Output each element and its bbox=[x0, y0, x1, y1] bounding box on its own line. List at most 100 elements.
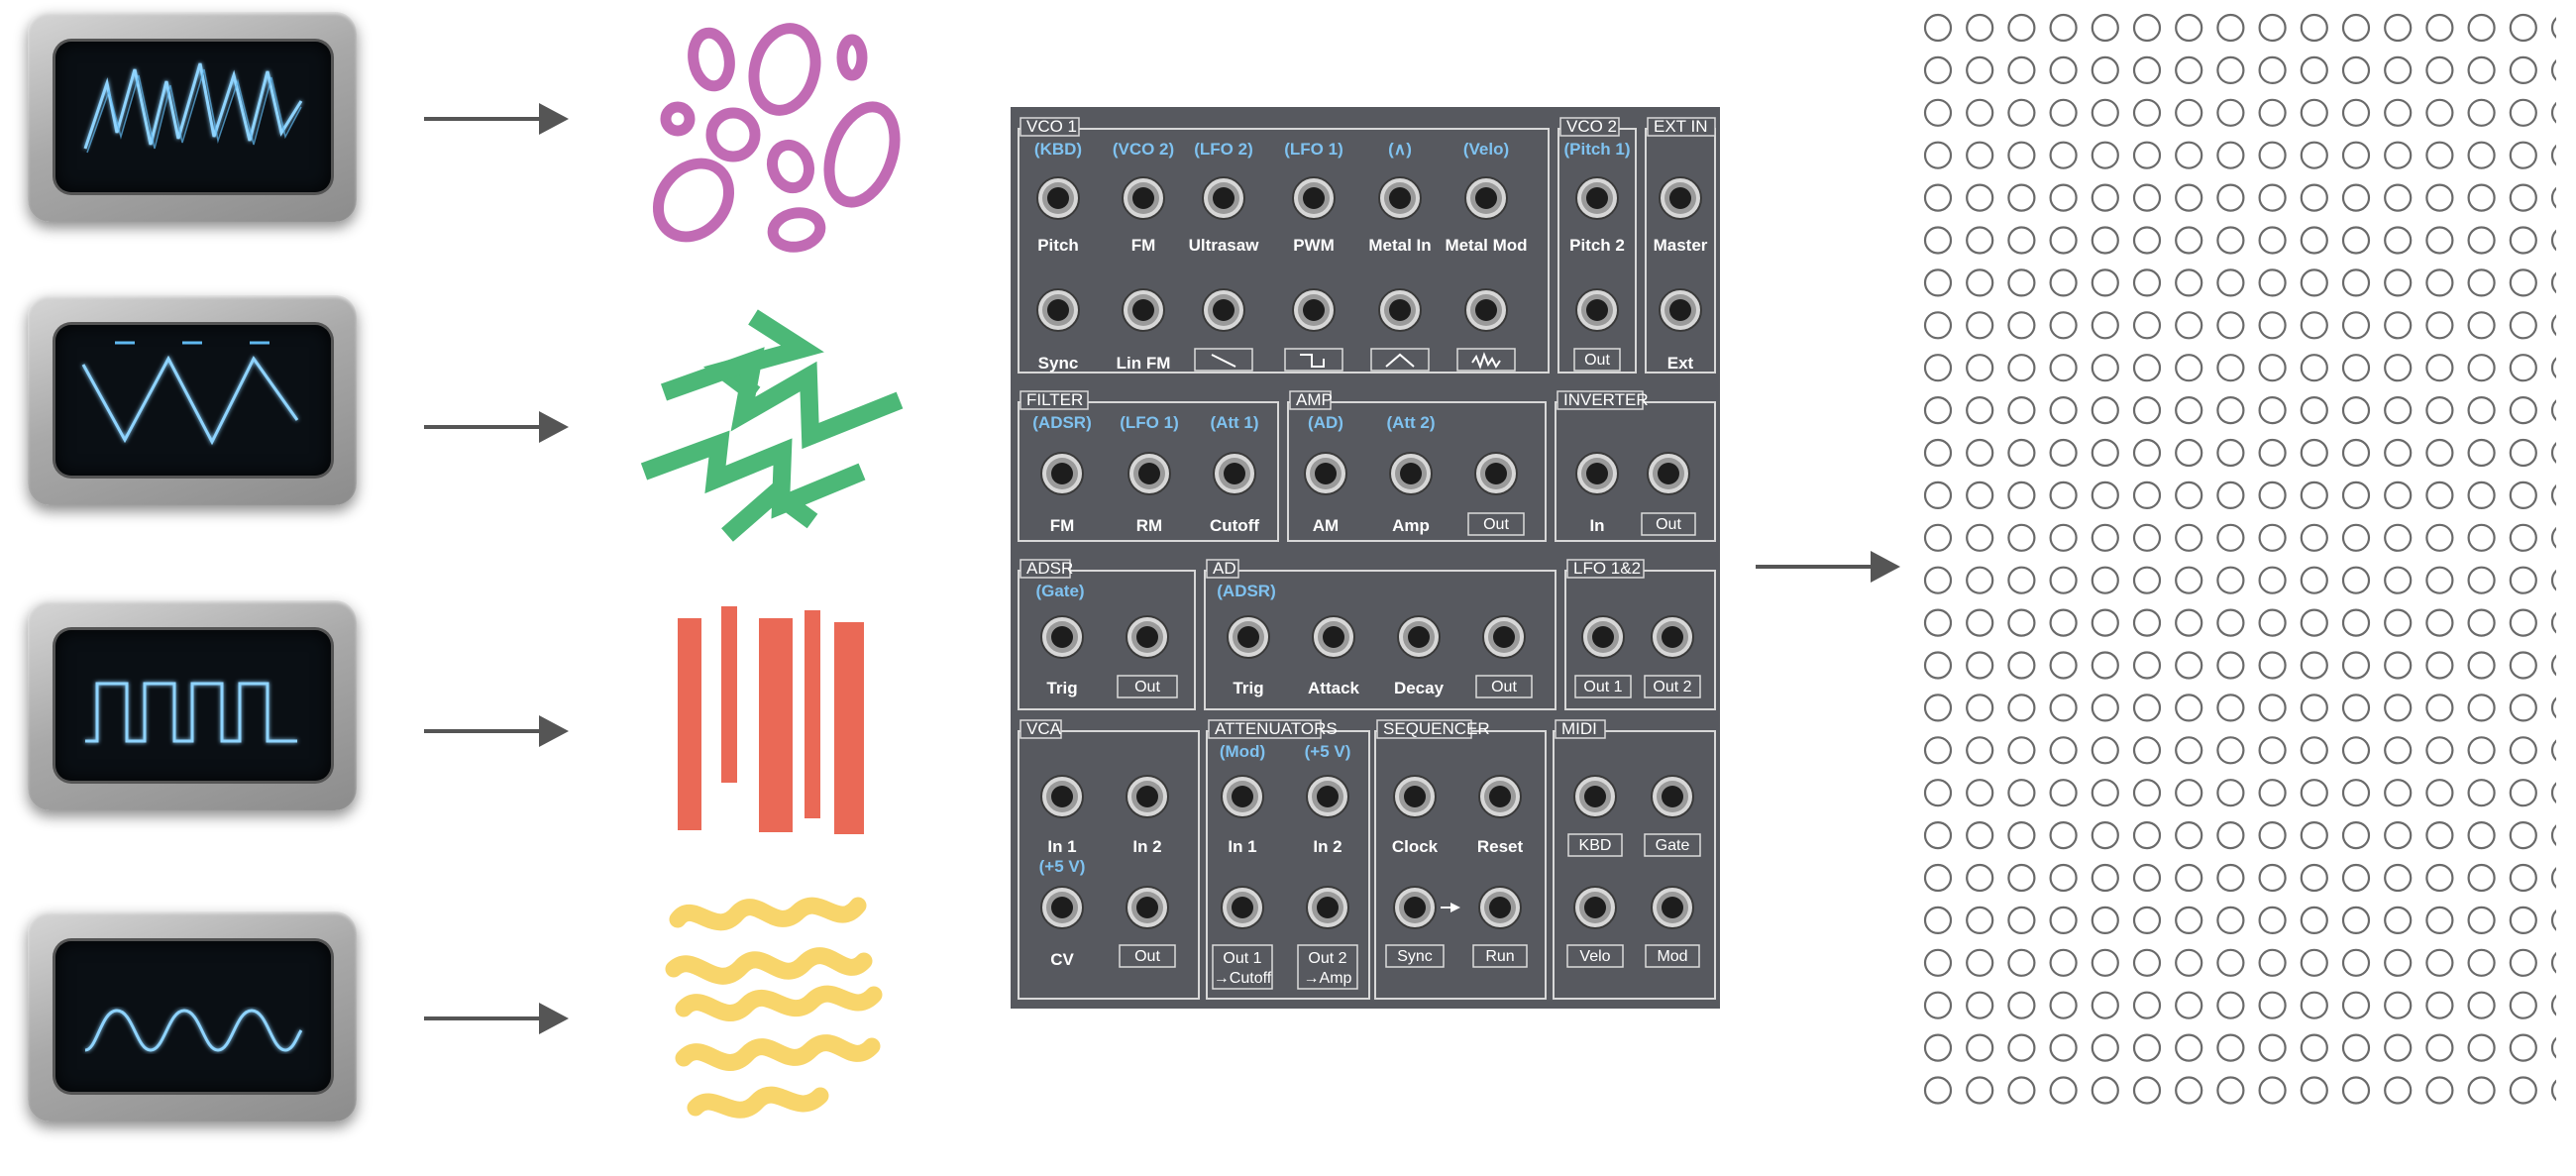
empty-circle bbox=[2300, 820, 2328, 850]
empty-circle bbox=[2341, 354, 2371, 382]
empty-circle bbox=[2216, 226, 2245, 255]
empty-circle bbox=[2467, 523, 2496, 552]
output-label: Gate bbox=[1656, 837, 1690, 854]
jack-label: Ext bbox=[1667, 354, 1694, 373]
empty-circle bbox=[1923, 481, 1953, 509]
empty-circle bbox=[2425, 396, 2454, 425]
empty-circle bbox=[2425, 183, 2454, 212]
output-label: KBD bbox=[1579, 837, 1612, 854]
jack-hole bbox=[1669, 299, 1691, 321]
jack-hole bbox=[1051, 786, 1073, 807]
empty-circle bbox=[1923, 226, 1953, 255]
empty-circle bbox=[2049, 863, 2078, 893]
empty-circle bbox=[2175, 481, 2203, 509]
empty-circle bbox=[2509, 736, 2537, 765]
section-title: VCO 1 bbox=[1026, 117, 1077, 136]
jack-hole bbox=[1051, 897, 1073, 918]
arrow-icon bbox=[424, 411, 569, 443]
section-title: SEQUENCER bbox=[1383, 719, 1490, 738]
empty-circle bbox=[2049, 736, 2078, 765]
empty-circle bbox=[2509, 523, 2537, 552]
empty-circle bbox=[2425, 1076, 2454, 1105]
empty-circle bbox=[2091, 991, 2119, 1019]
empty-circle bbox=[1923, 863, 1953, 893]
mod-label: (Att 1) bbox=[1210, 413, 1258, 432]
empty-circle bbox=[2007, 98, 2036, 127]
empty-circle bbox=[2132, 354, 2162, 382]
empty-circle bbox=[2132, 1076, 2162, 1105]
empty-circle bbox=[2550, 484, 2556, 506]
empty-circle bbox=[2550, 824, 2556, 846]
jack-hole bbox=[1404, 786, 1426, 807]
empty-circle bbox=[2550, 186, 2556, 209]
output-box bbox=[1574, 675, 1632, 698]
empty-circle bbox=[2384, 608, 2413, 637]
output-box bbox=[1573, 348, 1621, 372]
empty-circle bbox=[2467, 1033, 2496, 1062]
empty-circle bbox=[2300, 1076, 2328, 1105]
empty-circle bbox=[2425, 651, 2454, 680]
empty-circle bbox=[2341, 226, 2371, 255]
jack-label: In 1 bbox=[1047, 837, 1076, 856]
empty-circle bbox=[1923, 820, 1953, 850]
jack-label: Pitch bbox=[1037, 236, 1079, 255]
output-box bbox=[1117, 675, 1178, 698]
empty-circle bbox=[2258, 183, 2287, 212]
empty-circle bbox=[2509, 141, 2537, 169]
empty-circle bbox=[2007, 736, 2036, 765]
jack-hole bbox=[1047, 299, 1069, 321]
empty-circle bbox=[1966, 906, 1994, 935]
empty-circle bbox=[2550, 951, 2556, 974]
jack-hole bbox=[1404, 897, 1426, 918]
empty-circle bbox=[1923, 98, 1953, 127]
section-frame bbox=[1204, 570, 1556, 710]
empty-circle bbox=[2425, 141, 2454, 169]
empty-circle bbox=[2341, 736, 2371, 765]
empty-circle bbox=[1923, 948, 1953, 977]
section-tab bbox=[1020, 559, 1071, 579]
output-box bbox=[1467, 512, 1525, 536]
empty-circle bbox=[1966, 311, 1994, 340]
empty-circle bbox=[2550, 696, 2556, 719]
section-title: FILTER bbox=[1026, 390, 1083, 409]
empty-circle bbox=[2341, 183, 2371, 212]
empty-circle bbox=[2384, 141, 2413, 169]
empty-circle bbox=[2425, 226, 2454, 255]
jack-label: Master bbox=[1654, 236, 1708, 255]
empty-circle bbox=[2425, 991, 2454, 1019]
empty-circle bbox=[2091, 1033, 2119, 1062]
empty-circle bbox=[2467, 820, 2496, 850]
empty-circle bbox=[1966, 694, 1994, 722]
sawtooth-wave-icon bbox=[83, 62, 303, 154]
empty-circle bbox=[2216, 98, 2245, 127]
mod-label: (+5 V) bbox=[1305, 742, 1351, 761]
empty-circle bbox=[2175, 991, 2203, 1019]
empty-circle bbox=[2467, 311, 2496, 340]
jack-label: Ultrasaw bbox=[1189, 236, 1260, 255]
empty-circle bbox=[2467, 863, 2496, 893]
section-tab bbox=[1647, 117, 1716, 137]
empty-circle bbox=[2550, 569, 2556, 591]
screen bbox=[55, 42, 331, 192]
empty-circle bbox=[2384, 311, 2413, 340]
jack-hole bbox=[1592, 626, 1614, 648]
empty-circle bbox=[2007, 523, 2036, 552]
output-box bbox=[1641, 512, 1696, 536]
empty-circle bbox=[2550, 357, 2556, 379]
jack-label: Lin FM bbox=[1117, 354, 1171, 373]
jack-hole bbox=[1586, 299, 1608, 321]
section-tab bbox=[1566, 559, 1645, 579]
empty-circle bbox=[2300, 226, 2328, 255]
jack-hole bbox=[1051, 626, 1073, 648]
jack-hole bbox=[1132, 299, 1154, 321]
output-label: Out 1 bbox=[1223, 950, 1261, 967]
section-frame bbox=[1018, 730, 1200, 1000]
section-title: INVERTER bbox=[1563, 390, 1649, 409]
output-label: Velo bbox=[1579, 948, 1610, 965]
jack-hole bbox=[1489, 897, 1511, 918]
empty-circle bbox=[2425, 608, 2454, 637]
empty-circle bbox=[2509, 268, 2537, 297]
output-box bbox=[1644, 833, 1701, 857]
empty-circle bbox=[2132, 736, 2162, 765]
output-box bbox=[1472, 944, 1528, 968]
